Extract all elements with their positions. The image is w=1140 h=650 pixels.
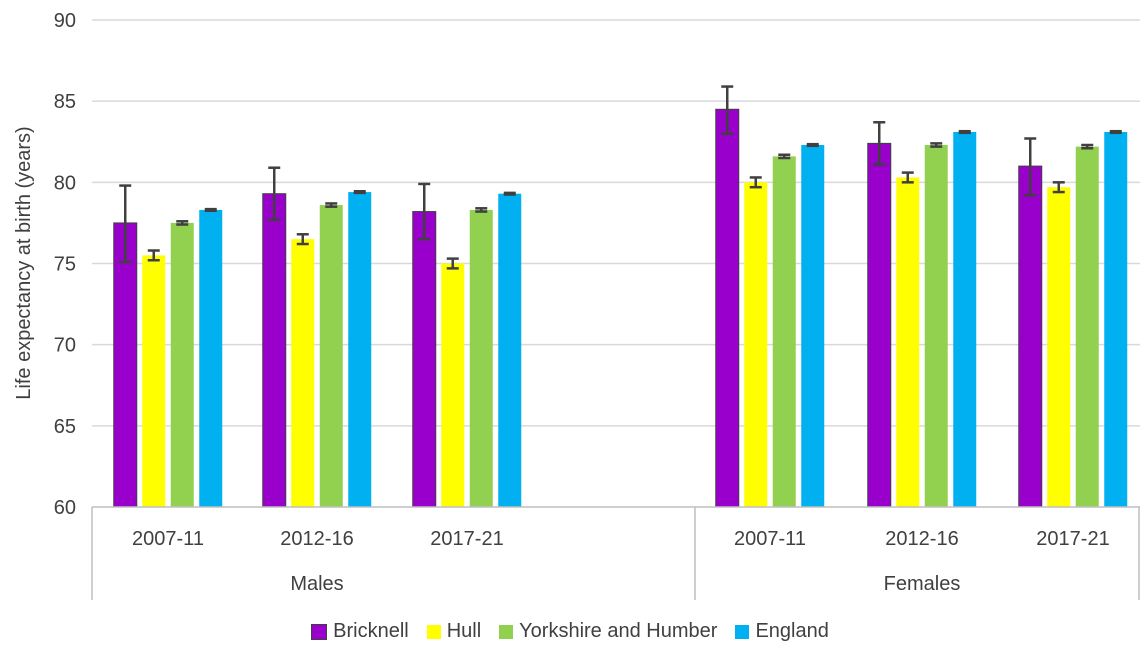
bar-hull bbox=[1047, 187, 1071, 507]
x-tick-label: 2007-11 bbox=[132, 528, 204, 550]
bar-bricknell bbox=[715, 108, 740, 508]
gridlines bbox=[92, 19, 1140, 427]
bar-yorkshire-and-humber bbox=[319, 205, 343, 507]
bar-hull bbox=[291, 239, 315, 507]
legend: Bricknell Hull Yorkshire and Humber England bbox=[0, 620, 1140, 643]
legend-label: England bbox=[755, 620, 829, 642]
bar-hull bbox=[142, 255, 166, 507]
y-tick-label: 60 bbox=[54, 497, 76, 519]
legend-swatch bbox=[735, 624, 750, 639]
y-tick-label: 90 bbox=[54, 10, 76, 32]
y-tick-label: 75 bbox=[54, 254, 76, 276]
legend-item: Hull bbox=[426, 620, 482, 643]
bar-yorkshire-and-humber bbox=[170, 222, 194, 507]
bar-bricknell bbox=[113, 222, 138, 508]
bar-england bbox=[801, 144, 825, 507]
bar-england bbox=[348, 192, 372, 507]
y-tick-label: 85 bbox=[54, 91, 76, 113]
legend-swatch bbox=[311, 623, 328, 640]
bar-bricknell bbox=[412, 211, 437, 508]
bar-england bbox=[1104, 132, 1128, 507]
bar-hull bbox=[441, 263, 465, 507]
bar-bricknell bbox=[1018, 165, 1043, 508]
bar-hull bbox=[896, 177, 920, 508]
bar-england bbox=[498, 193, 522, 508]
bar-yorkshire-and-humber bbox=[469, 209, 493, 507]
legend-item: Yorkshire and Humber bbox=[499, 620, 717, 643]
x-tick-label: 2012-16 bbox=[280, 528, 353, 550]
bar-bricknell bbox=[867, 142, 892, 508]
legend-label: Bricknell bbox=[333, 620, 409, 642]
bar-yorkshire-and-humber bbox=[924, 144, 948, 507]
legend-item: Bricknell bbox=[311, 620, 409, 643]
x-tick-label: 2017-21 bbox=[1036, 528, 1109, 550]
legend-item: England bbox=[735, 620, 829, 643]
legend-swatch bbox=[499, 624, 514, 639]
x-tick-label: 2012-16 bbox=[885, 528, 958, 550]
bar-england bbox=[953, 132, 977, 507]
y-tick-label: 70 bbox=[54, 335, 76, 357]
x-tick-label: 2007-11 bbox=[734, 528, 806, 550]
legend-label: Hull bbox=[446, 620, 482, 642]
group-label: Females bbox=[884, 573, 961, 595]
y-tick-label: 65 bbox=[54, 416, 76, 438]
life-expectancy-chart: 60 65 70 75 80 85 90 2007-11 2012-16 2017-21 Males… bbox=[13, 10, 1140, 600]
bar-england bbox=[199, 209, 223, 507]
bar-hull bbox=[744, 182, 768, 508]
bar-yorkshire-and-humber bbox=[1075, 146, 1099, 507]
y-axis-label: Life expectancy at birth (years) bbox=[13, 126, 35, 399]
axes: 60 65 70 75 80 85 90 2007-11 2012-16 2017-21 Males… bbox=[54, 10, 1140, 600]
legend-label: Yorkshire and Humber bbox=[519, 620, 718, 642]
x-tick-label: 2017-21 bbox=[430, 528, 503, 550]
bar-yorkshire-and-humber bbox=[772, 156, 796, 508]
legend-swatch bbox=[426, 624, 441, 639]
group-label: Males bbox=[290, 573, 343, 595]
y-tick-label: 80 bbox=[54, 172, 76, 194]
bar-bricknell bbox=[262, 193, 287, 508]
bars bbox=[113, 85, 1128, 508]
